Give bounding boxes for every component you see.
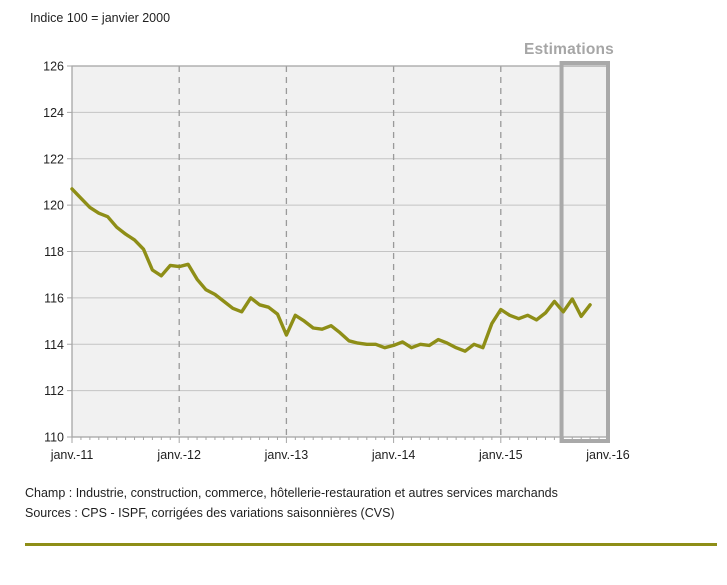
index-base-note: Indice 100 = janvier 2000 (30, 11, 171, 25)
estimation-box (559, 61, 611, 443)
x-tick-label: janv.-16 (585, 448, 630, 462)
y-tick-label: 118 (44, 245, 64, 259)
x-tick-label: janv.-12 (156, 448, 201, 462)
scope-note: Champ : Industrie, construction, commerc… (25, 486, 558, 500)
y-tick-label: 126 (43, 60, 64, 74)
x-tick-label: janv.-14 (371, 448, 416, 462)
sources-note: Sources : CPS - ISPF, corrigées des vari… (25, 506, 395, 520)
y-tick-label: 116 (44, 291, 64, 305)
accent-rule (25, 543, 717, 546)
employment-index-chart: 110 112 114 116 118 120 122 124 126 janv.-11 janv.… (43, 60, 630, 463)
x-tick-label: janv.-11 (50, 448, 94, 462)
y-tick-label: 112 (44, 384, 64, 398)
estimations-label: Estimations (523, 41, 614, 58)
y-tick-label: 120 (43, 199, 64, 213)
x-tick-label: janv.-13 (264, 448, 309, 462)
index-series-line (70, 187, 592, 353)
y-tick-label: 124 (43, 106, 64, 120)
y-tick-label: 114 (44, 338, 64, 352)
y-tick-label: 110 (44, 431, 64, 445)
y-tick-label: 122 (43, 152, 64, 166)
x-tick-label: janv.-15 (478, 448, 523, 462)
